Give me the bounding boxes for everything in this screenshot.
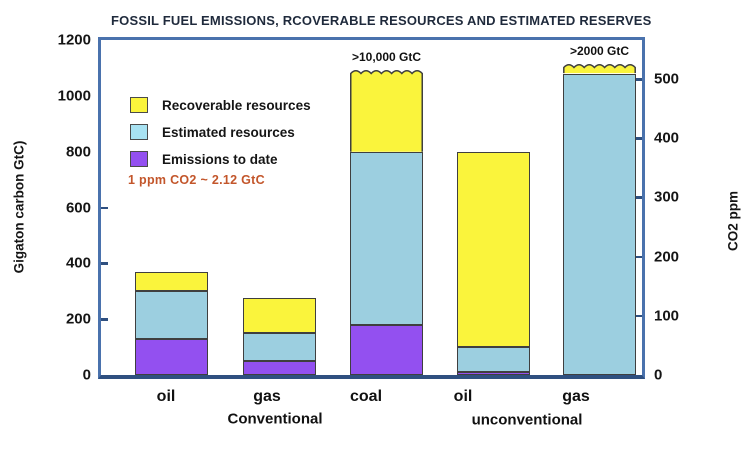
- legend-item-recoverable: Recoverable resources: [130, 97, 311, 113]
- segment-estimated-resources: [563, 73, 636, 375]
- segment-recoverable-resources: [243, 298, 316, 334]
- y2-tick-mark: [635, 255, 642, 259]
- category-label-oil-0: oil: [156, 388, 176, 405]
- y2-tick-mark: [635, 78, 642, 81]
- plot-area: Recoverable resources Estimated resource…: [98, 37, 645, 379]
- category-label-coal-2: coal: [349, 388, 383, 405]
- category-label-gas-4: gas: [562, 388, 590, 405]
- chart-title: FOSSIL FUEL EMISSIONS, RCOVERABLE RESOUR…: [111, 13, 652, 28]
- legend-item-estimated: Estimated resources: [130, 124, 311, 140]
- y2-tick-mark: [635, 196, 642, 199]
- legend-label: Recoverable resources: [162, 97, 311, 113]
- bar-oil-unconventional: [457, 151, 530, 375]
- legend-label: Estimated resources: [162, 124, 295, 140]
- y2-tick-label: 0: [654, 366, 663, 384]
- segment-emissions-to-date: [350, 324, 423, 375]
- y-tick-label: 600: [65, 199, 91, 216]
- group-label-conventional: Conventional: [227, 410, 323, 428]
- legend: Recoverable resources Estimated resource…: [130, 97, 311, 178]
- group-label-unconventional: unconventional: [471, 411, 583, 429]
- y2-tick-label: 400: [654, 129, 680, 147]
- bar-coal-Conventional: [350, 68, 423, 375]
- segment-emissions-to-date: [457, 372, 530, 375]
- emissions-swatch-icon: [130, 151, 148, 167]
- y2-axis-title: CO2 ppm: [725, 190, 741, 252]
- bar-gas-Conventional: [243, 298, 316, 375]
- y-tick-label: 800: [65, 143, 91, 161]
- y-tick-mark: [101, 262, 108, 265]
- y-tick-label: 1200: [57, 31, 91, 49]
- y2-tick-mark: [635, 314, 642, 318]
- segment-emissions-to-date: [243, 361, 316, 375]
- segment-recoverable-resources-truncated: [350, 69, 423, 152]
- recoverable-swatch-icon: [130, 97, 148, 113]
- y-tick-mark: [101, 318, 108, 321]
- segment-recoverable-resources: [457, 151, 530, 348]
- y2-tick-label: 300: [654, 188, 680, 206]
- y2-tick-label: 200: [654, 248, 680, 266]
- segment-recoverable-resources-truncated: [563, 64, 636, 74]
- y-tick-label: 1000: [57, 87, 91, 105]
- y-axis-title: Gigaton carbon GtC): [11, 140, 27, 274]
- segment-estimated-resources: [350, 151, 423, 325]
- bar-oil-Conventional: [135, 271, 208, 375]
- segment-estimated-resources: [135, 291, 208, 339]
- y-tick-label: 400: [65, 254, 91, 272]
- truncation-label: >10,000 GtC: [351, 49, 422, 64]
- estimated-swatch-icon: [130, 124, 148, 140]
- y2-tick-label: 100: [654, 307, 680, 325]
- category-label-oil-3: oil: [453, 388, 473, 405]
- y-tick-mark: [101, 206, 108, 209]
- conversion-note: 1 ppm CO2 ~ 2.12 GtC: [128, 173, 265, 187]
- legend-item-emissions: Emissions to date: [130, 151, 311, 167]
- segment-estimated-resources: [457, 347, 530, 373]
- segment-emissions-to-date: [135, 338, 208, 375]
- legend-label: Emissions to date: [162, 151, 278, 167]
- y2-tick-mark: [635, 137, 642, 140]
- y2-tick-label: 500: [654, 70, 680, 88]
- segment-estimated-resources: [243, 333, 316, 362]
- truncation-label: >2000 GtC: [569, 44, 630, 59]
- bar-gas-unconventional: [563, 62, 636, 375]
- segment-recoverable-resources: [135, 271, 208, 292]
- y-tick-label: 200: [65, 310, 91, 328]
- category-label-gas-1: gas: [253, 388, 281, 405]
- y-tick-label: 0: [82, 366, 91, 384]
